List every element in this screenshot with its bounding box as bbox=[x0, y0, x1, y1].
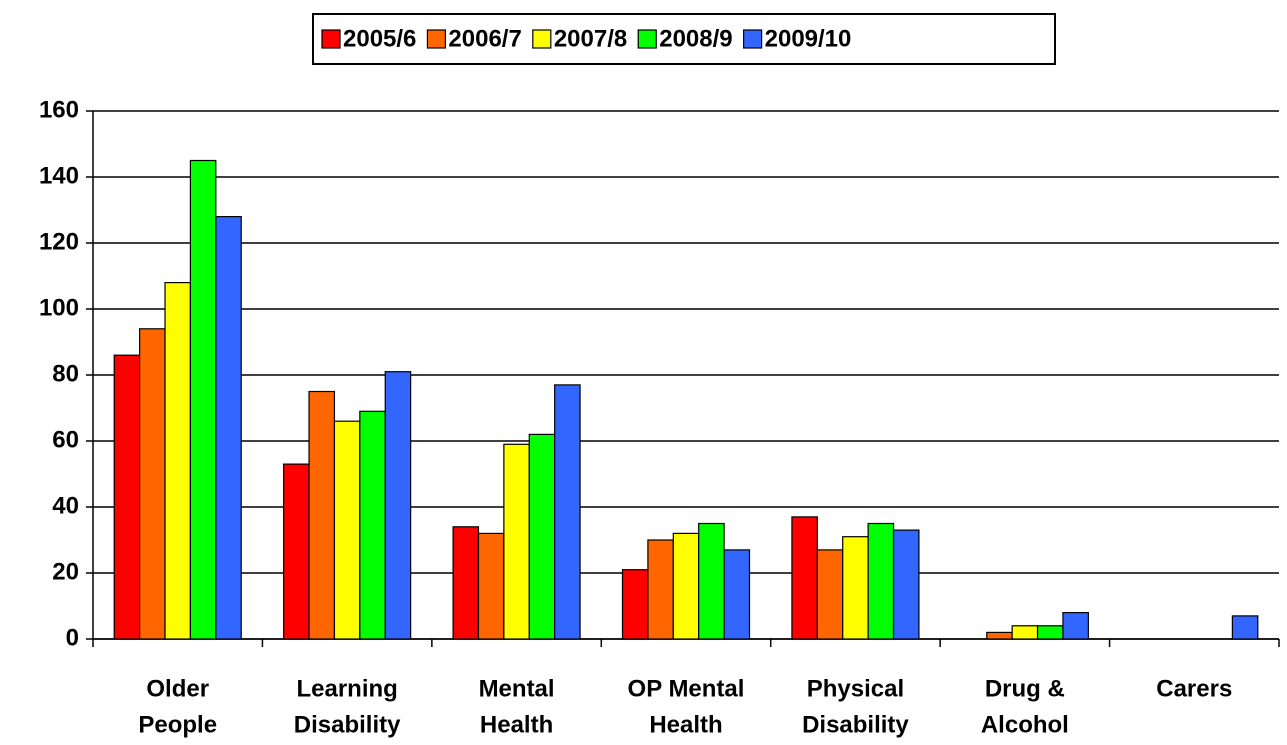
bar bbox=[359, 410, 386, 640]
bar bbox=[308, 390, 336, 640]
legend-swatch bbox=[532, 29, 552, 49]
legend-label: 2007/8 bbox=[554, 25, 627, 52]
legend-swatch bbox=[743, 29, 763, 49]
bar bbox=[164, 282, 192, 640]
bar bbox=[503, 443, 530, 640]
bar bbox=[791, 516, 818, 640]
x-tick-label: Mental bbox=[479, 675, 555, 702]
bar bbox=[215, 216, 242, 640]
bar bbox=[723, 549, 751, 640]
bar bbox=[621, 569, 649, 640]
y-tick-label: 140 bbox=[39, 162, 79, 189]
x-tick-label: Disability bbox=[802, 711, 909, 738]
y-tick-label: 120 bbox=[39, 228, 79, 255]
bar bbox=[189, 159, 217, 640]
legend-label: 2006/7 bbox=[448, 25, 521, 52]
x-tick-label: Disability bbox=[294, 711, 401, 738]
bar bbox=[139, 328, 166, 640]
bar bbox=[1036, 625, 1064, 640]
bar bbox=[452, 526, 480, 640]
bar bbox=[333, 420, 361, 640]
bar bbox=[867, 522, 895, 640]
bar bbox=[283, 463, 310, 640]
x-tick-label: OP Mental bbox=[628, 675, 745, 702]
x-tick-label: Alcohol bbox=[981, 711, 1069, 738]
y-tick-label: 80 bbox=[52, 360, 79, 387]
y-tick-label: 20 bbox=[52, 558, 79, 585]
y-tick-label: 60 bbox=[52, 426, 79, 453]
legend-label: 2005/6 bbox=[343, 25, 416, 52]
x-tick-label: Health bbox=[480, 711, 553, 738]
legend-swatch bbox=[637, 29, 657, 49]
bar bbox=[1062, 611, 1089, 640]
bar bbox=[698, 522, 725, 640]
x-tick-label: Physical bbox=[807, 675, 904, 702]
bar bbox=[1011, 625, 1039, 640]
y-tick-label: 100 bbox=[39, 294, 79, 321]
legend-label: 2009/10 bbox=[765, 25, 852, 52]
y-tick-label: 0 bbox=[66, 624, 79, 651]
x-tick-label: Learning bbox=[296, 675, 397, 702]
legend-swatch bbox=[321, 29, 341, 49]
bar bbox=[528, 433, 556, 640]
bar bbox=[384, 371, 412, 640]
bar bbox=[647, 539, 674, 640]
bar bbox=[477, 532, 505, 640]
y-tick-label: 40 bbox=[52, 492, 79, 519]
x-tick-label: Health bbox=[649, 711, 722, 738]
x-tick-label: People bbox=[138, 711, 217, 738]
x-tick-label: Older bbox=[146, 675, 209, 702]
bar bbox=[113, 354, 141, 640]
legend-swatch bbox=[426, 29, 447, 49]
bar bbox=[842, 536, 869, 640]
bar bbox=[892, 529, 920, 640]
y-tick-label: 160 bbox=[39, 96, 79, 123]
bar bbox=[554, 384, 581, 640]
bar bbox=[672, 532, 700, 640]
bar bbox=[816, 549, 844, 640]
legend-label: 2008/9 bbox=[659, 25, 732, 52]
bar bbox=[1231, 615, 1259, 640]
x-tick-label: Drug & bbox=[985, 675, 1065, 702]
bar bbox=[986, 631, 1013, 640]
x-tick-label: Carers bbox=[1156, 675, 1232, 702]
